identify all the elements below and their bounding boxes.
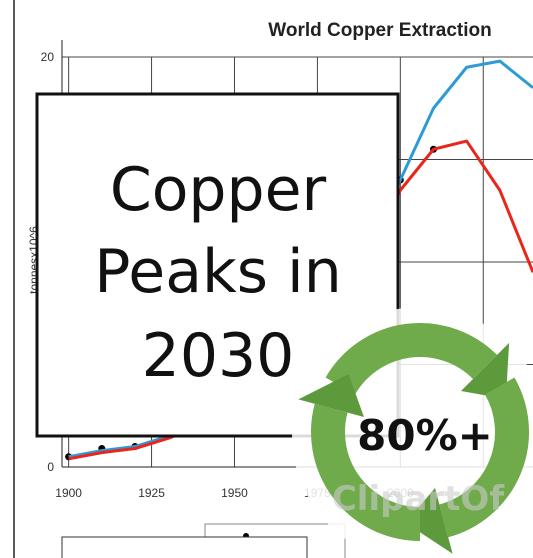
lower-panel [62, 537, 307, 558]
y-tick-label: 20 [41, 50, 55, 64]
x-tick-label: 1925 [138, 486, 165, 500]
page: World Copper Extraction tonnesx10^6 0510… [0, 0, 533, 558]
x-tick-label: 1950 [221, 486, 248, 500]
callout-line: Peaks in [94, 237, 342, 307]
callout-line: 2030 [142, 321, 295, 391]
chart-title: World Copper Extraction [268, 20, 491, 41]
y-tick-label: 0 [47, 460, 54, 474]
x-tick-label: 1900 [55, 486, 82, 500]
badge-text: 80%+ [357, 411, 493, 460]
watermark: ClipartOf [332, 479, 505, 519]
callout-line: Copper [110, 155, 327, 225]
